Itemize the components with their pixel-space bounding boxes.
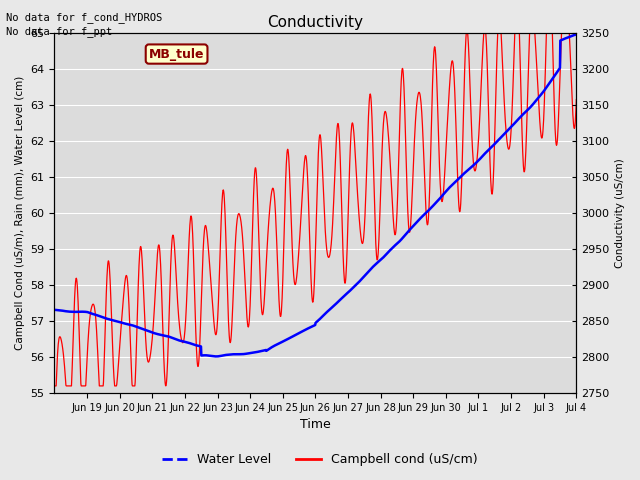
Text: MB_tule: MB_tule	[149, 48, 204, 60]
Y-axis label: Conductivity (uS/cm): Conductivity (uS/cm)	[615, 158, 625, 268]
Text: No data for f_cond_HYDROS: No data for f_cond_HYDROS	[6, 12, 163, 23]
Title: Conductivity: Conductivity	[268, 15, 364, 30]
Y-axis label: Campbell Cond (uS/m), Rain (mm), Water Level (cm): Campbell Cond (uS/m), Rain (mm), Water L…	[15, 76, 25, 350]
X-axis label: Time: Time	[300, 419, 331, 432]
Text: No data for f_ppt: No data for f_ppt	[6, 26, 113, 37]
Legend: Water Level, Campbell cond (uS/cm): Water Level, Campbell cond (uS/cm)	[157, 448, 483, 471]
